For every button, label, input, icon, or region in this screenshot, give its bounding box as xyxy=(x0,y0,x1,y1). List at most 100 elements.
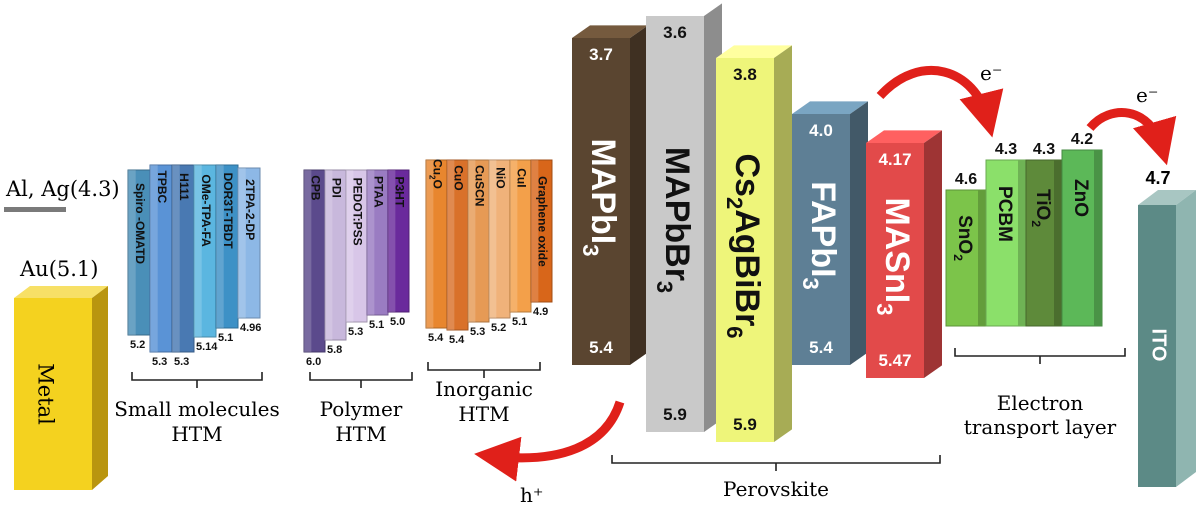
perovskite-bottom-value-0: 5.4 xyxy=(589,338,613,357)
inorganic-htm-label-1: CuO xyxy=(451,165,465,190)
perovskite-bottom-value-1: 5.9 xyxy=(663,405,687,424)
etl-top-value-0: 4.6 xyxy=(955,171,977,188)
electron-label-1: e⁻ xyxy=(980,61,1002,85)
small-htm-label-2: H111 xyxy=(177,173,191,201)
inorganic-htm-bottom-value-4: 5.1 xyxy=(512,316,527,328)
metal-section: Al, Ag(4.3) Au(5.1) Metal xyxy=(4,177,120,490)
inorganic-htm-bar-5: Graphene oxide 4.9 xyxy=(530,159,553,318)
group-labels: Small molecules HTM Polymer HTM Inorgani… xyxy=(114,377,1116,501)
etl-label-3: ZnO xyxy=(1070,179,1091,217)
polymer-htm-bar-3: PTAA 5.1 xyxy=(366,169,389,331)
polymer-htm-label-1: PDI xyxy=(329,178,343,198)
etl-label-2: TiO2 xyxy=(1029,189,1053,227)
etl-bar-1: 4.3 PCBM xyxy=(985,141,1027,327)
perovskite-bar-4: 4.17 5.47 MASnI3 xyxy=(866,130,942,378)
perovskite-bottom-value-2: 5.9 xyxy=(733,415,757,434)
polymer-htm-bar-0: CPB 6.0 xyxy=(303,169,326,368)
inorganic-bracket xyxy=(427,362,541,378)
perovskite-bottom-value-3: 5.4 xyxy=(809,338,833,357)
small-htm-bottom-value-3: 5.14 xyxy=(196,341,218,353)
perovskite-bracket xyxy=(611,455,941,471)
group-brackets xyxy=(131,348,1126,471)
small-htm-label-4: DOR3T-TBDT xyxy=(221,173,235,250)
perovskite-bottom-value-4: 5.47 xyxy=(878,351,911,370)
small-molecules-label-2: HTM xyxy=(171,422,222,446)
electron-transport-layer-group: 4.6 SnO2 4.3 PCBM 4.3 TiO2 4.2 ZnO xyxy=(945,131,1103,327)
hole-arrow xyxy=(474,400,625,482)
carrier-arrows: e⁻ e⁻ h⁺ xyxy=(474,61,1177,507)
ito-label: ITO xyxy=(1148,329,1170,362)
perovskite-label-0: MAPbI3 xyxy=(578,138,622,256)
perovskite-label-2: Cs2AgBiBr6 xyxy=(722,153,766,338)
etl-label-1: Electron xyxy=(997,391,1084,415)
perovskite-top-value-3: 4.0 xyxy=(809,121,833,140)
perovskite-top-value-2: 3.8 xyxy=(733,65,757,84)
inorganic-htm-bar-2: CuSCN 5.3 xyxy=(467,159,490,338)
metal-label: Metal xyxy=(34,363,58,425)
polymer-htm-bottom-value-3: 5.1 xyxy=(369,319,384,331)
small-htm-bar-1: TPBC 5.3 xyxy=(149,164,173,368)
polymer-htm-bottom-value-4: 5.0 xyxy=(390,316,405,328)
small-htm-label-1: TPBC xyxy=(155,171,169,204)
perovskite-top-value-1: 3.6 xyxy=(663,23,687,42)
polymer-htm-bottom-value-2: 5.3 xyxy=(348,326,363,338)
etl-top-value-3: 4.2 xyxy=(1071,131,1093,148)
inorganic-htm-label-5: Graphene oxide xyxy=(535,176,549,267)
etl-label-2: transport layer xyxy=(964,415,1117,439)
small-htm-bar-4: DOR3T-TBDT 5.1 xyxy=(215,164,239,344)
small-htm-bar-3: OMe-TPA-FA 5.14 xyxy=(193,164,218,353)
inorganic-htm-label-2: CuSCN xyxy=(472,165,486,206)
inorganic-htm-bar-0: Cu2O 5.4 xyxy=(425,159,448,344)
inorganic-htm-bottom-value-2: 5.3 xyxy=(470,326,485,338)
small-htm-label-0: Spiro -OMATD xyxy=(133,183,147,264)
perovskite-bar-1: 3.6 5.9 MAPbBr3 xyxy=(646,3,722,433)
small-htm-label-3: OMe-TPA-FA xyxy=(199,174,213,247)
etl-top-value-1: 4.3 xyxy=(995,141,1017,158)
etl-bracket xyxy=(954,348,1126,364)
inorganic-label-2: HTM xyxy=(458,402,509,426)
perovskite-top-value-4: 4.17 xyxy=(878,150,911,169)
perovskite-bar-0: 3.7 5.4 MAPbI3 xyxy=(572,25,648,366)
al-ag-level-line xyxy=(4,207,66,212)
inorganic-htm-bottom-value-0: 5.4 xyxy=(428,332,444,344)
inorganic-htm-label-4: CuI xyxy=(514,168,528,187)
ito-top-value: 4.7 xyxy=(1145,168,1170,188)
polymer-htm-bottom-value-0: 6.0 xyxy=(306,356,321,368)
small-htm-bottom-value-4: 5.1 xyxy=(218,332,233,344)
small-molecules-label-1: Small molecules xyxy=(114,397,280,421)
polymer-htm-label-3: PTAA xyxy=(371,176,385,208)
au-label: Au(5.1) xyxy=(19,257,98,281)
small-htm-bottom-value-5: 4.96 xyxy=(240,322,261,334)
polymer-htm-label-4: P3HT xyxy=(392,176,406,207)
perovskite-label-3: FAPbI3 xyxy=(798,181,842,290)
perovskite-label-1: MAPbBr3 xyxy=(652,147,696,293)
polymer-htm-label-0: CPB xyxy=(308,175,322,201)
polymer-htm-bar-4: P3HT 5.0 xyxy=(387,169,410,328)
small-htm-bar-5: 2TPA-2-DP 4.96 xyxy=(237,167,261,334)
polymer-htm-group: CPB 6.0 PDI 5.8 PEDOT:PSS 5.3 PTAA 5.1 P3HT 5.0 xyxy=(303,169,410,368)
small-htm-bottom-value-0: 5.2 xyxy=(130,339,145,351)
polymer-label-1: Polymer xyxy=(320,397,403,421)
perovskite-bar-2: 3.8 5.9 Cs2AgBiBr6 xyxy=(716,45,792,443)
inorganic-htm-label-3: NiO xyxy=(493,167,507,188)
etl-bar-2: 4.3 TiO2 xyxy=(1025,141,1063,327)
inorganic-htm-bar-4: CuI 5.1 xyxy=(509,159,532,328)
small-htm-bottom-value-2: 5.3 xyxy=(174,356,189,368)
ito-bar: 4.7 ITO xyxy=(1138,168,1196,487)
inorganic-htm-bar-1: CuO 5.4 xyxy=(446,159,469,346)
small-htm-bar-2: H111 5.3 xyxy=(171,164,195,368)
etl-top-value-2: 4.3 xyxy=(1033,141,1055,158)
inorganic-htm-group: Cu2O5.4CuO5.4CuSCN5.3NiO5.2CuI5.1Graphen… xyxy=(425,159,553,346)
etl-label-1: PCBM xyxy=(994,186,1015,242)
al-ag-label: Al, Ag(4.3) xyxy=(5,177,120,201)
polymer-bracket xyxy=(309,372,413,388)
etl-label-0: SnO2 xyxy=(951,215,975,261)
small-molecules-htm-group: Spiro -OMATD 5.2 TPBC 5.3 H111 5.3 OMe-TPA-FA 5… xyxy=(127,164,261,368)
perovskite-label: Perovskite xyxy=(723,477,829,501)
electron-arrow-2 xyxy=(1086,108,1177,166)
electron-arrow-1 xyxy=(876,66,1004,138)
etl-bar-0: 4.6 SnO2 xyxy=(945,171,987,327)
perovskite-bar-3: 4.0 5.4 FAPbI3 xyxy=(792,101,868,366)
